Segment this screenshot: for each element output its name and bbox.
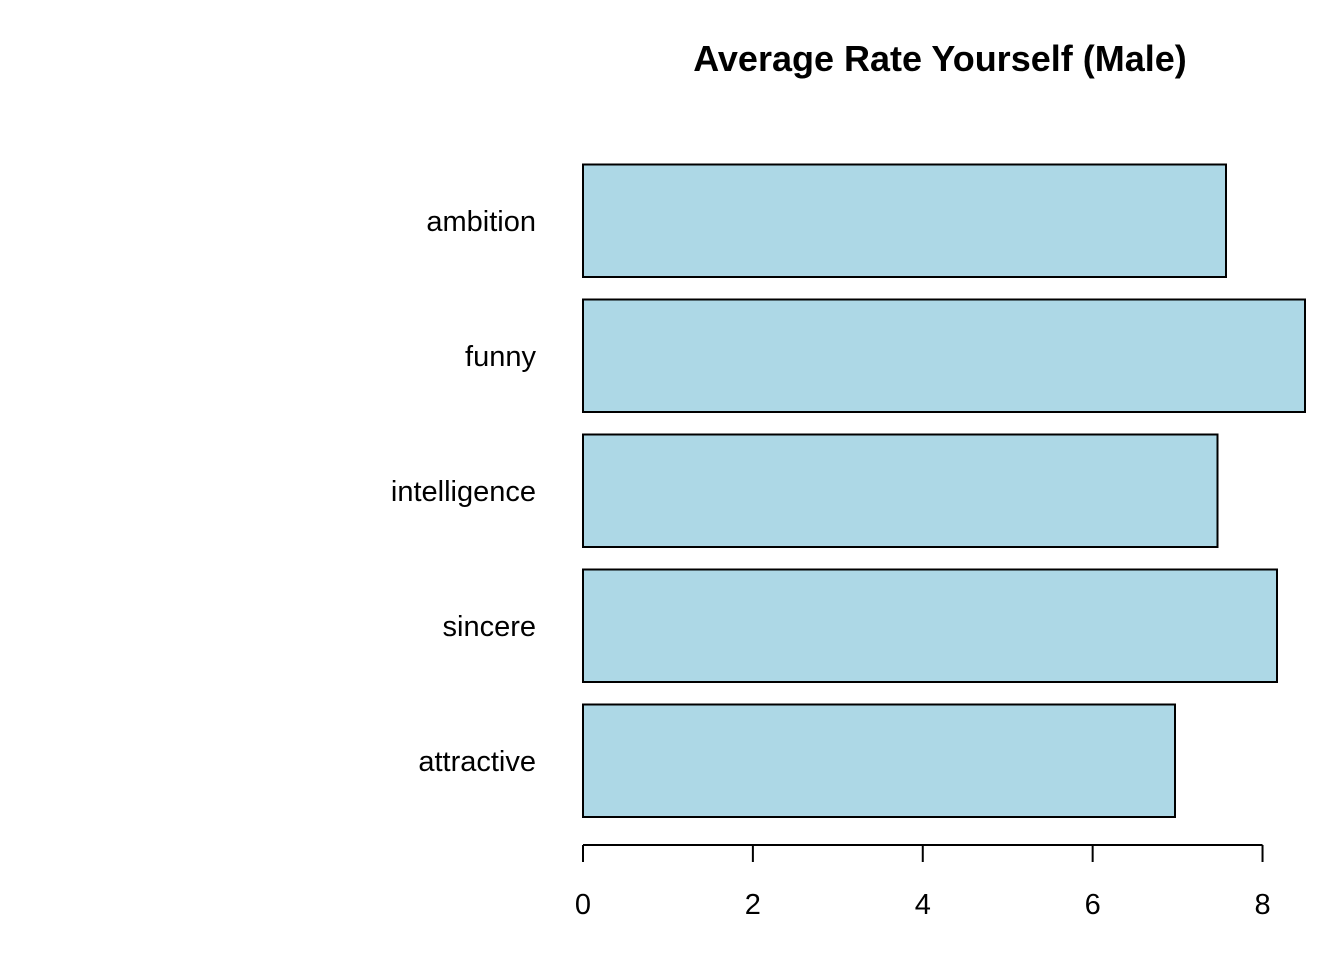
bar-intelligence [582,433,1219,548]
x-tick-label-8: 8 [1254,889,1270,921]
category-label-ambition: ambition [426,206,536,238]
x-tick-label-4: 4 [915,889,931,921]
x-tick-label-6: 6 [1085,889,1101,921]
bars-group [582,163,1306,818]
category-label-intelligence: intelligence [391,476,536,508]
bar-ambition [582,163,1227,278]
x-tick-label-2: 2 [745,889,761,921]
x-tick-label-0: 0 [575,889,591,921]
bar-attractive [582,703,1176,818]
bar-funny [582,298,1306,413]
category-label-sincere: sincere [443,611,537,643]
bar-sincere [582,568,1278,683]
chart-title: Average Rate Yourself (Male) [693,38,1187,79]
category-label-attractive: attractive [418,746,536,778]
category-label-funny: funny [465,341,536,373]
x-axis: 0 2 4 6 8 [575,844,1271,921]
category-labels: attractive sincere intelligence funny ambiti… [391,206,537,778]
